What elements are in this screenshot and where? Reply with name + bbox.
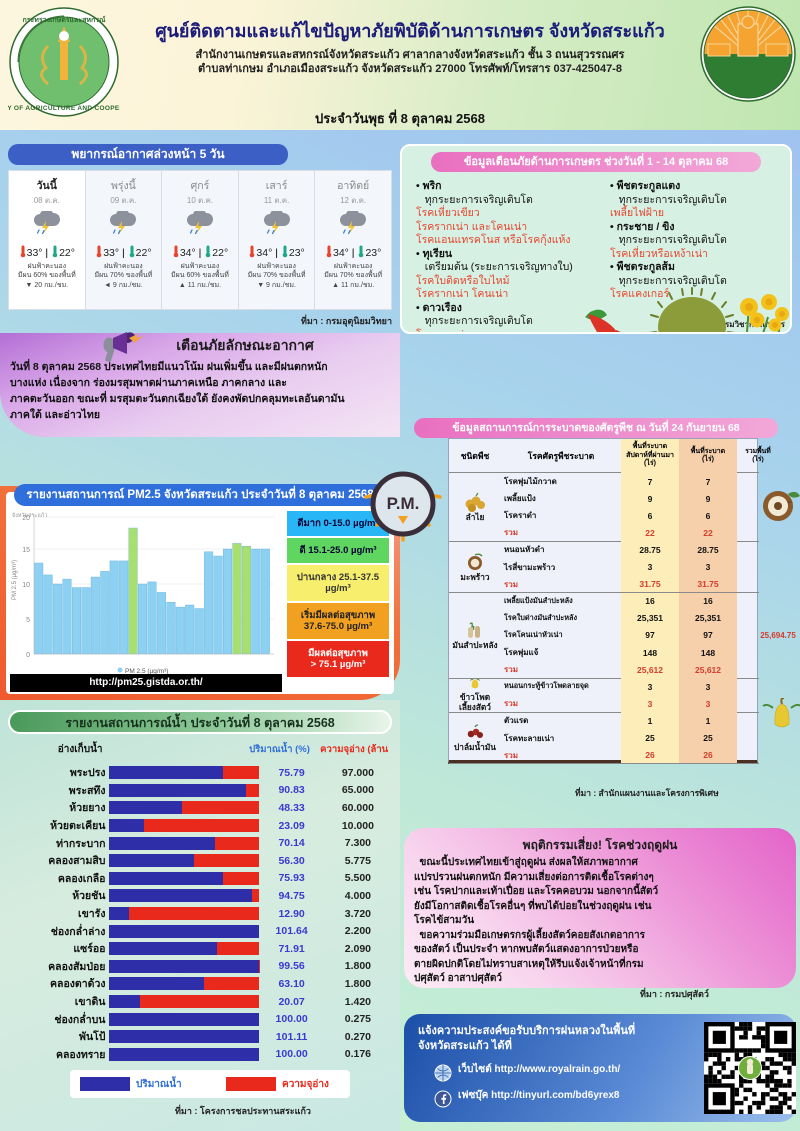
svg-text:PM 2.5 (µg/m³): PM 2.5 (µg/m³) [12, 560, 18, 600]
svg-text:5: 5 [26, 617, 30, 624]
svg-text:20: 20 [22, 515, 30, 522]
svg-text:10: 10 [22, 582, 30, 589]
svg-text:0: 0 [26, 652, 30, 659]
svg-text:กระทรวงเกษตรและสหกรณ์: กระทรวงเกษตรและสหกรณ์ [23, 15, 106, 24]
svg-text:15: 15 [22, 547, 30, 554]
svg-text:P.M.: P.M. [387, 494, 420, 513]
